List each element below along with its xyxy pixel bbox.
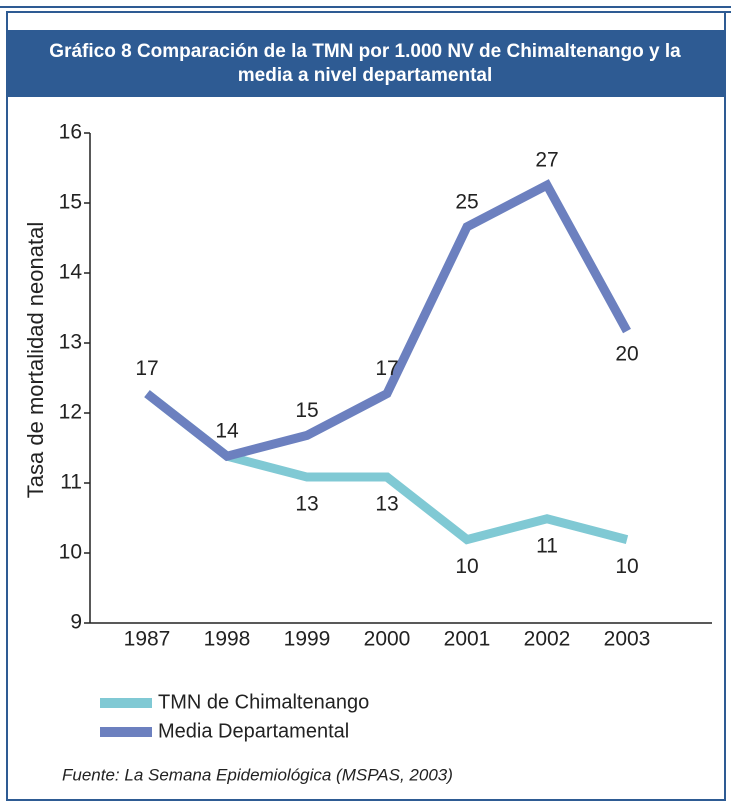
frame	[6, 11, 726, 801]
x-tick-label: 2000	[364, 628, 411, 651]
y-tick-label: 11	[60, 471, 82, 494]
legend-swatch	[100, 698, 152, 708]
x-tick-label: 1998	[204, 628, 251, 651]
line	[144, 390, 629, 545]
line	[144, 179, 631, 462]
data-label: 17	[135, 357, 158, 380]
y-tick-label: 15	[59, 191, 82, 214]
x-tick-label: 2001	[444, 628, 491, 651]
data-label: 15	[295, 399, 318, 422]
y-tick-label: 16	[59, 121, 82, 144]
source: Fuente: La Semana Epidemiológica (MSPAS,…	[62, 765, 453, 784]
x-tick-label: 2003	[604, 628, 651, 651]
title-box: Gráfico 8 Comparación de la TMN por 1.00…	[49, 40, 681, 86]
data-label: 10	[615, 555, 638, 578]
legend-label: Media Departamental	[158, 720, 349, 742]
y-tick-label: 10	[59, 541, 82, 564]
data-label: 17	[375, 357, 398, 380]
y-axis-title: Tasa de mortalidad neonatal	[23, 222, 48, 498]
data-label: 11	[536, 534, 558, 557]
chart-title: Gráfico 8 Comparación de la TMN por 1.00…	[49, 40, 681, 86]
y-tick-label: 13	[59, 331, 82, 354]
y-tick-label: 12	[59, 401, 82, 424]
data-label: 13	[375, 493, 398, 516]
data-label: 13	[295, 493, 318, 516]
y-tick-label: 14	[59, 261, 83, 284]
data-label: 27	[535, 149, 558, 172]
data-label: 14	[215, 420, 239, 443]
x-tick-label: 1999	[284, 628, 331, 651]
legend-label: TMN de Chimaltenango	[158, 691, 369, 713]
x-tick-label: 1987	[124, 628, 171, 651]
legend-swatch	[100, 727, 152, 737]
data-label: 20	[615, 343, 638, 366]
y-tick-label: 9	[70, 611, 82, 634]
x-tick-label: 2002	[524, 628, 571, 651]
title-band	[8, 30, 724, 97]
data-label: 10	[455, 555, 478, 578]
data-label: 25	[455, 190, 478, 213]
